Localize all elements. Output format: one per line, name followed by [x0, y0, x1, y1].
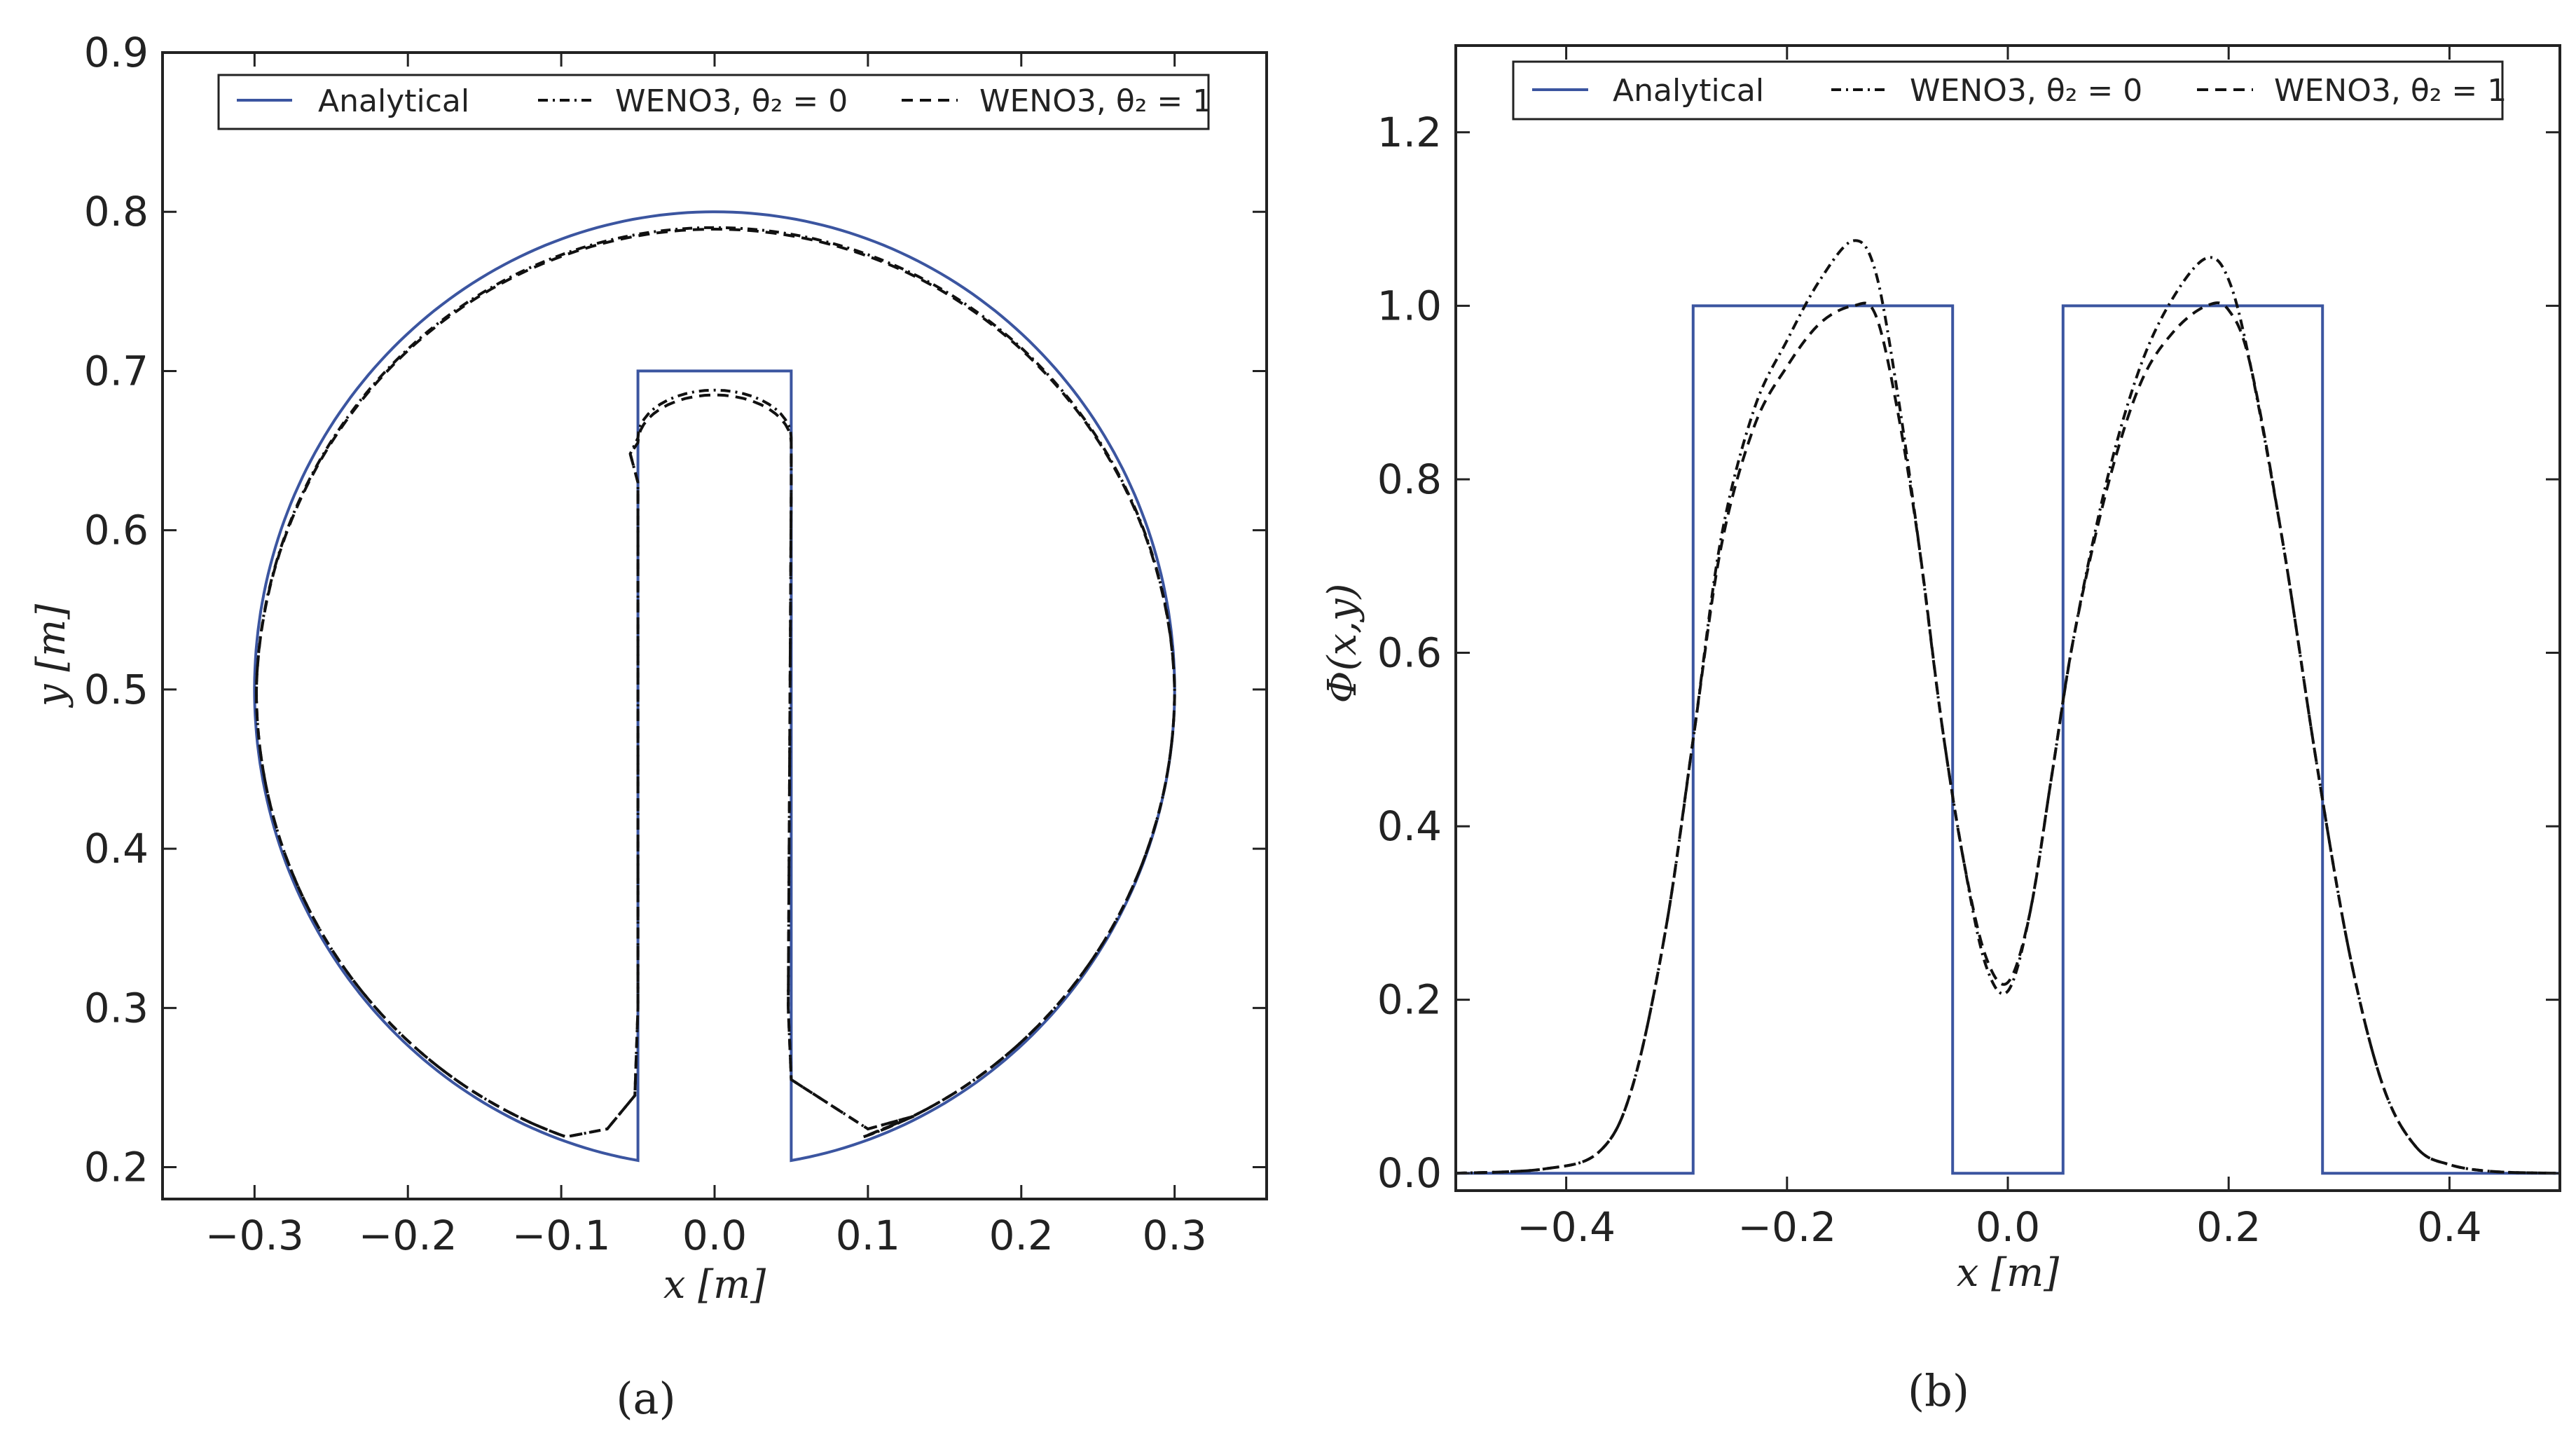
panel-a-y-ticks: 0.2 0.3 0.4 0.5 0.6 0.7 0.8 0.9 [84, 29, 1267, 1191]
panel-a-legend-box [217, 74, 1210, 130]
panel-b-legend: Analytical WENO3, θ₂ = 0 WENO3, θ₂ = 1 [1512, 60, 2507, 121]
panel-b-y-tick-label: 0.6 [1377, 629, 1442, 677]
panel-a-y-tick-label: 0.4 [84, 825, 149, 872]
panel-b-series-weno3-theta0 [1455, 239, 2561, 1175]
panel-b-x-tick-label: 0.0 [1976, 1203, 2040, 1251]
panel-a-x-tick-label: 0.3 [1143, 1212, 1207, 1259]
panel-a-plot-area [253, 210, 1176, 1163]
panel-b-x-tick-label: 0.2 [2196, 1203, 2261, 1251]
legend-label-weno3-theta1: WENO3, θ₂ = 1 [979, 83, 1212, 119]
panel-a-x-tick-label: −0.2 [359, 1212, 457, 1259]
panel-b-y-tick-label: 0.2 [1377, 976, 1442, 1024]
panel-b-label: (b) [1908, 1365, 1969, 1416]
panel-a-y-tick-label: 0.3 [84, 984, 149, 1032]
panel-b-y-ticks: 0.0 0.2 0.4 0.6 0.8 1.0 1.2 [1377, 109, 2560, 1197]
panel-b-y-tick-label: 0.8 [1377, 456, 1442, 503]
panel-a-label: (a) [616, 1373, 675, 1424]
panel-b-y-tick-label: 1.0 [1377, 282, 1442, 329]
panel-a-series-analytical [253, 210, 1176, 1163]
legend-label-analytical: Analytical [1613, 73, 1764, 109]
panel-a-x-tick-label: 0.1 [836, 1212, 900, 1259]
panel-a-x-axis-label: x [m] [663, 1262, 766, 1308]
panel-a-x-tick-label: −0.3 [205, 1212, 304, 1259]
panel-a-y-tick-label: 0.5 [84, 666, 149, 713]
panel-b-series-weno3-theta1 [1455, 301, 2561, 1175]
panel-b-x-tick-label: 0.4 [2417, 1203, 2481, 1251]
panel-a-y-tick-label: 0.9 [84, 29, 149, 76]
panel-b-x-tick-label: −0.4 [1517, 1203, 1616, 1251]
panel-b-plot-area [1455, 239, 2561, 1175]
panel-b-y-axis-label: Φ(x,y) [1320, 584, 1365, 704]
panel-a-y-tick-label: 0.2 [84, 1144, 149, 1191]
panel-b-x-ticks: −0.4 −0.2 0.0 0.2 0.4 [1517, 46, 2482, 1251]
panel-a: −0.3 −0.2 −0.1 0.0 0.1 0.2 0.3 0.2 0.3 0.4 0.5 0.6… [29, 29, 1268, 1424]
panel-a-x-tick-label: 0.2 [989, 1212, 1054, 1259]
panel-a-x-ticks: −0.3 −0.2 −0.1 0.0 0.1 0.2 0.3 [205, 53, 1207, 1259]
panel-b-y-tick-label: 0.4 [1377, 802, 1442, 850]
panel-a-y-axis-label: y [m] [29, 604, 74, 708]
legend-label-weno3-theta0: WENO3, θ₂ = 0 [1910, 73, 2142, 109]
panel-b-x-tick-label: −0.2 [1737, 1203, 1836, 1251]
panel-b-frame [1454, 44, 2561, 1192]
legend-label-weno3-theta1: WENO3, θ₂ = 1 [2274, 73, 2507, 109]
panel-a-y-tick-label: 0.6 [84, 507, 149, 554]
panel-a-y-tick-label: 0.7 [84, 347, 149, 395]
panel-a-legend: Analytical WENO3, θ₂ = 0 WENO3, θ₂ = 1 [217, 74, 1212, 130]
panel-b-legend-box [1512, 60, 2504, 121]
panel-a-x-tick-label: 0.0 [682, 1212, 747, 1259]
panel-a-series-weno3-theta1 [254, 227, 1176, 1139]
legend-label-analytical: Analytical [318, 83, 469, 119]
panel-b-y-tick-label: 1.2 [1377, 109, 1442, 156]
panel-b-y-tick-label: 0.0 [1377, 1149, 1442, 1197]
panel-b-x-axis-label: x [m] [1957, 1250, 2059, 1296]
panel-b: −0.4 −0.2 0.0 0.2 0.4 0.00.20.40.60.81.01.2 … [1320, 44, 2561, 1416]
panel-a-x-tick-label: −0.1 [512, 1212, 611, 1259]
panel-a-frame [161, 51, 1268, 1200]
panel-a-y-tick-label: 0.8 [84, 188, 149, 235]
panel-b-series-analytical [1456, 304, 2560, 1175]
legend-label-weno3-theta0: WENO3, θ₂ = 0 [615, 83, 848, 119]
